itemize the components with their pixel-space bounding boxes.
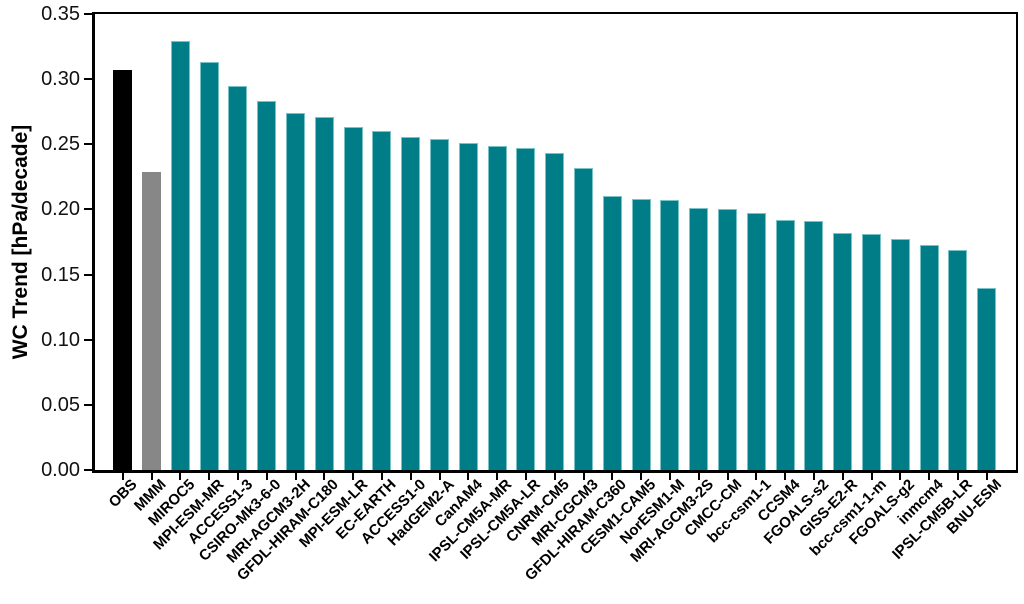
axis-right xyxy=(1016,12,1018,473)
x-tick xyxy=(553,473,556,480)
bar-OBS xyxy=(113,70,133,470)
bar-GFDL-HIRAM-C360 xyxy=(602,196,622,470)
y-tick-label-0.05: 0.05 xyxy=(41,393,80,416)
bar-CSIRO-Mk3-6-0 xyxy=(257,101,277,470)
bar-MIROC5 xyxy=(170,41,190,470)
bar-MRI-AGCM3-2S xyxy=(689,208,709,470)
x-tick xyxy=(323,473,326,480)
x-tick xyxy=(496,473,499,480)
bar-CMCC-CM xyxy=(718,209,737,470)
y-tick xyxy=(84,78,92,81)
y-tick xyxy=(84,469,92,471)
x-tick xyxy=(870,473,873,480)
x-tick xyxy=(121,473,124,480)
bar-MRI-AGCM3-2H xyxy=(286,113,305,470)
bar-MPI-ESM-LR xyxy=(343,127,363,470)
bar-IPSL-CM5A-LR xyxy=(516,148,536,470)
bar-bcc-csm1-1 xyxy=(746,213,766,470)
y-tick xyxy=(84,338,92,341)
x-tick xyxy=(640,473,643,480)
y-tick xyxy=(84,273,92,276)
bar-MPI-ESM-MR xyxy=(199,62,219,470)
y-tick xyxy=(84,13,92,15)
x-tick xyxy=(899,473,902,480)
bar-HadGEM2-A xyxy=(430,139,449,470)
x-tick xyxy=(294,473,297,480)
y-tick xyxy=(84,403,92,406)
bar-EC-EARTH xyxy=(372,131,392,470)
bar-MRI-CGCM3 xyxy=(574,167,593,470)
bar-FGOALS-g2 xyxy=(890,239,910,470)
x-tick xyxy=(467,473,470,480)
y-tick-label-0.15: 0.15 xyxy=(41,263,80,286)
bar-CNRM-CM5 xyxy=(545,153,565,470)
y-tick-label-0.20: 0.20 xyxy=(41,198,80,221)
y-axis-title: WC Trend [hPa/decade] xyxy=(9,124,32,360)
bar-CCSM4 xyxy=(775,219,795,470)
bar-MMM xyxy=(142,171,161,470)
bar-GFDL-HIRAM-C180 xyxy=(314,116,334,470)
bar-bcc-csm1-1-m xyxy=(862,234,881,470)
bar-FGOALS-s2 xyxy=(804,221,824,470)
x-tick xyxy=(179,473,182,480)
bar-BNU-ESM xyxy=(977,287,997,470)
axis-bottom xyxy=(92,470,1018,473)
x-tick xyxy=(409,473,412,480)
x-tick xyxy=(380,473,383,480)
axis-top xyxy=(92,12,1018,14)
x-tick xyxy=(438,473,441,480)
x-tick xyxy=(265,473,268,480)
bar-CanAM4 xyxy=(458,143,478,470)
y-tick-label-0.00: 0.00 xyxy=(41,459,80,481)
x-tick xyxy=(668,473,671,480)
axis-left xyxy=(92,12,95,473)
x-tick xyxy=(697,473,700,480)
x-tick xyxy=(611,473,614,480)
x-tick xyxy=(928,473,931,480)
bar-GISS-E2-R xyxy=(833,232,853,470)
x-tick xyxy=(726,473,729,480)
x-tick xyxy=(582,473,585,480)
plot-area xyxy=(95,14,1016,470)
x-tick xyxy=(524,473,527,480)
x-tick xyxy=(352,473,355,480)
y-tick xyxy=(84,143,92,146)
y-tick-label-0.10: 0.10 xyxy=(41,328,80,351)
bar-ACCESS1-3 xyxy=(228,85,248,470)
x-tick xyxy=(841,473,844,480)
y-tick-label-0.35: 0.35 xyxy=(41,3,80,25)
x-tick xyxy=(150,473,153,480)
bar-IPSL-CM5B-LR xyxy=(948,249,968,470)
x-tick xyxy=(956,473,959,480)
y-tick xyxy=(84,208,92,211)
y-tick-label-0.25: 0.25 xyxy=(41,133,80,156)
x-tick xyxy=(755,473,758,480)
bar-IPSL-CM5A-MR xyxy=(487,145,507,470)
x-tick xyxy=(208,473,211,480)
bar-ACCESS1-0 xyxy=(401,136,421,470)
bar-NorESM1-M xyxy=(660,200,680,470)
y-tick-label-0.30: 0.30 xyxy=(41,68,80,91)
x-tick xyxy=(985,473,988,480)
x-tick xyxy=(236,473,239,480)
x-tick xyxy=(784,473,787,480)
bar-CESM1-CAM5 xyxy=(631,199,651,470)
x-tick xyxy=(812,473,815,480)
bar-inmcm4 xyxy=(919,244,939,470)
